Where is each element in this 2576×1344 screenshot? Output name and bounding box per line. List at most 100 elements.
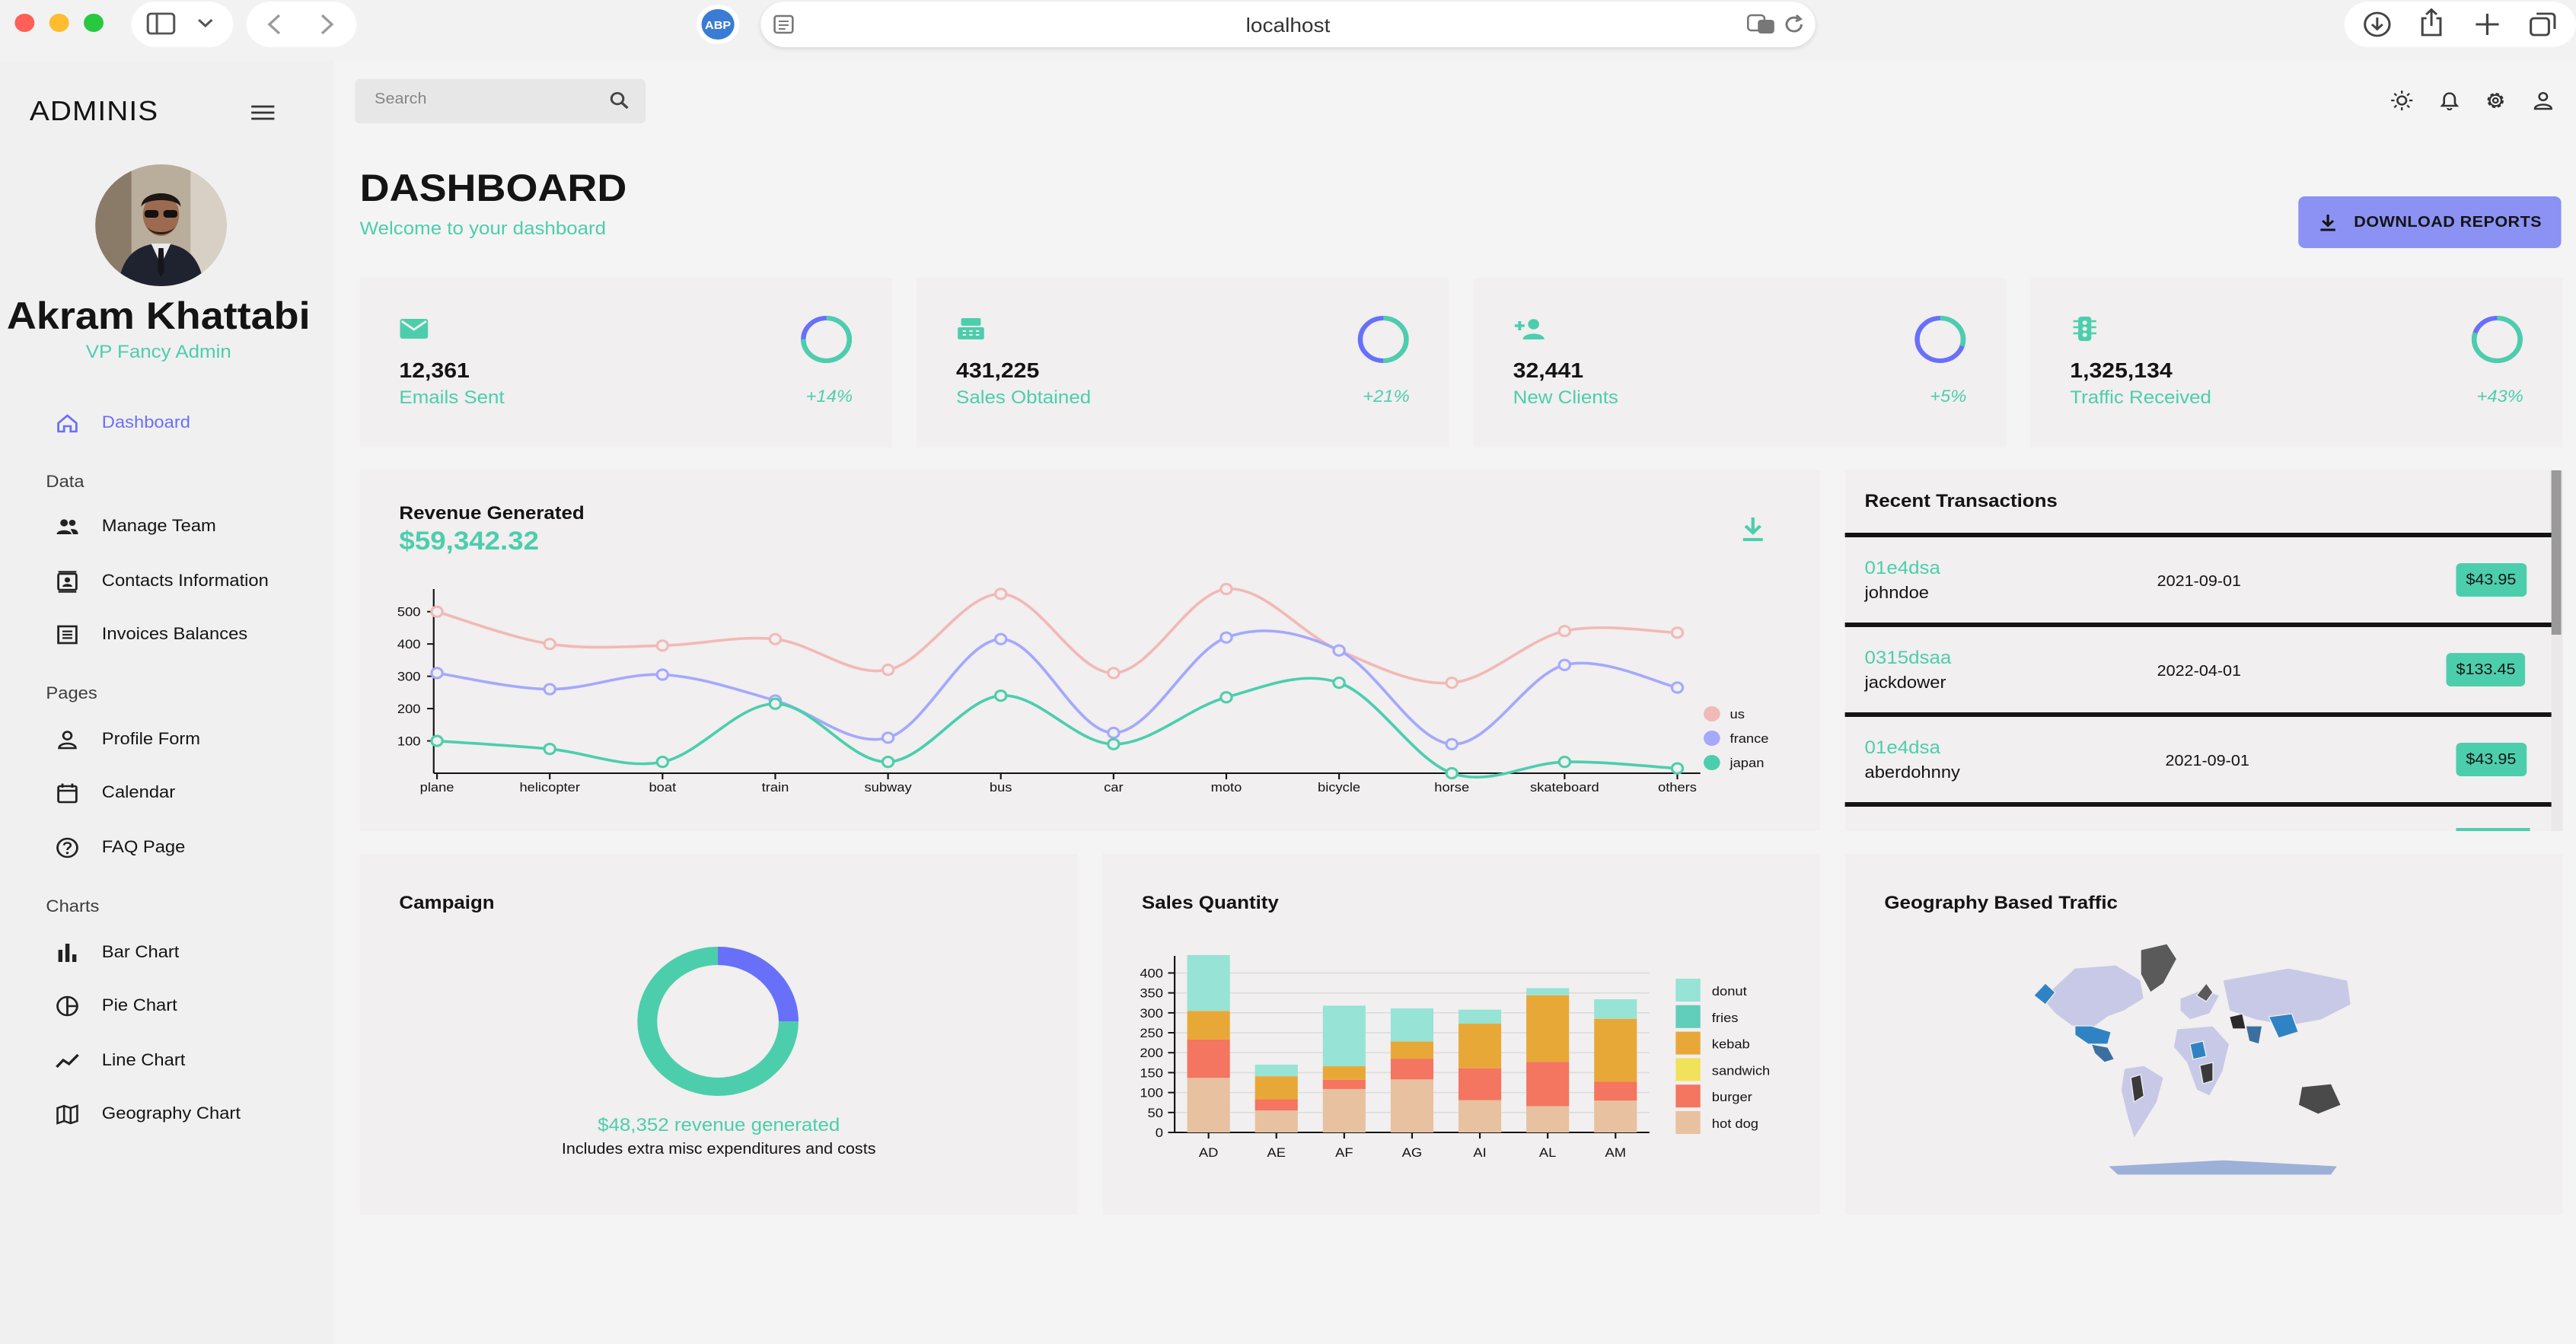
data-point[interactable] bbox=[1557, 625, 1572, 638]
data-point[interactable] bbox=[1445, 677, 1459, 690]
data-point[interactable] bbox=[543, 638, 556, 651]
sidebar-item-dashboard[interactable]: Dashboard bbox=[56, 405, 318, 441]
bar-kebab[interactable] bbox=[1322, 1066, 1366, 1080]
sidebar-item-calendar[interactable]: Calendar bbox=[56, 775, 318, 811]
share-icon[interactable] bbox=[2418, 8, 2445, 38]
downloads-icon[interactable] bbox=[2362, 11, 2392, 38]
data-point[interactable] bbox=[1107, 726, 1121, 740]
sidebar-item-faq[interactable]: FAQ Page bbox=[56, 830, 318, 866]
close-window-button[interactable] bbox=[14, 14, 35, 32]
sidebar-item-geography[interactable]: Geography Chart bbox=[56, 1096, 318, 1132]
bar-kebab[interactable] bbox=[1526, 995, 1570, 1062]
forward-icon[interactable] bbox=[319, 14, 336, 35]
data-point[interactable] bbox=[1219, 582, 1233, 596]
data-point[interactable] bbox=[1557, 658, 1572, 671]
menu-collapse-icon[interactable] bbox=[251, 105, 275, 120]
bar-hot-dog[interactable] bbox=[1390, 1079, 1433, 1132]
data-point[interactable] bbox=[768, 632, 783, 645]
adblock-button[interactable]: ABP bbox=[697, 5, 740, 44]
scrollbar-track[interactable] bbox=[2549, 470, 2563, 831]
reload-icon[interactable] bbox=[1783, 14, 1806, 35]
new-tab-icon[interactable] bbox=[2474, 12, 2501, 37]
sidebar-item-bar-chart[interactable]: Bar Chart bbox=[56, 935, 318, 971]
bar-kebab[interactable] bbox=[1458, 1024, 1502, 1069]
data-point[interactable] bbox=[993, 588, 1008, 600]
data-point[interactable] bbox=[430, 667, 444, 680]
settings-icon[interactable] bbox=[2484, 90, 2507, 111]
translate-icon[interactable] bbox=[1746, 14, 1776, 35]
notifications-icon[interactable] bbox=[2438, 90, 2461, 111]
data-point[interactable] bbox=[543, 743, 556, 756]
data-point[interactable] bbox=[1219, 631, 1233, 644]
data-point[interactable] bbox=[1107, 737, 1121, 750]
data-point[interactable] bbox=[881, 756, 895, 769]
sidebar-item-contacts[interactable]: Contacts Information bbox=[56, 563, 318, 600]
data-point[interactable] bbox=[1332, 644, 1346, 657]
minimize-window-button[interactable] bbox=[49, 14, 69, 32]
bar-hot-dog[interactable] bbox=[1458, 1100, 1502, 1132]
data-point[interactable] bbox=[1107, 667, 1121, 680]
bar-hot-dog[interactable] bbox=[1526, 1106, 1570, 1132]
bar-donut[interactable] bbox=[1458, 1009, 1502, 1024]
bar-donut[interactable] bbox=[1526, 988, 1570, 995]
search-box[interactable]: Search bbox=[355, 79, 646, 123]
search-icon[interactable] bbox=[610, 91, 630, 110]
scrollbar-thumb[interactable] bbox=[2551, 470, 2562, 635]
data-point[interactable] bbox=[993, 632, 1008, 645]
data-point[interactable] bbox=[430, 605, 444, 618]
data-point[interactable] bbox=[1670, 626, 1685, 639]
bar-burger[interactable] bbox=[1526, 1062, 1570, 1107]
data-point[interactable] bbox=[655, 668, 670, 681]
bar-donut[interactable] bbox=[1187, 954, 1230, 1011]
data-point[interactable] bbox=[1670, 681, 1685, 694]
sidebar-item-line-chart[interactable]: Line Chart bbox=[56, 1043, 318, 1079]
data-point[interactable] bbox=[1445, 737, 1459, 750]
sidebar-toggle-icon[interactable] bbox=[146, 12, 176, 37]
bar-kebab[interactable] bbox=[1390, 1041, 1433, 1059]
chevron-down-icon[interactable] bbox=[197, 18, 214, 30]
data-point[interactable] bbox=[655, 756, 670, 769]
bar-hot-dog[interactable] bbox=[1255, 1110, 1298, 1132]
bar-donut[interactable] bbox=[1322, 1005, 1366, 1067]
bar-donut[interactable] bbox=[1594, 999, 1637, 1019]
data-point[interactable] bbox=[1445, 766, 1459, 780]
bar-burger[interactable] bbox=[1187, 1039, 1230, 1078]
data-point[interactable] bbox=[1670, 762, 1685, 775]
download-reports-button[interactable]: DOWNLOAD REPORTS bbox=[2298, 196, 2562, 248]
sidebar-item-profile[interactable]: Profile Form bbox=[56, 721, 318, 758]
transaction-row[interactable]: 01e4dsa aberdohnny 2021-09-01 $43.95 bbox=[1844, 712, 2552, 802]
reader-icon[interactable] bbox=[772, 14, 795, 35]
bar-hot-dog[interactable] bbox=[1594, 1100, 1637, 1132]
data-point[interactable] bbox=[543, 683, 556, 696]
data-point[interactable] bbox=[1219, 691, 1233, 704]
bar-donut[interactable] bbox=[1390, 1008, 1433, 1042]
download-chart-icon[interactable] bbox=[1739, 516, 1766, 543]
bar-kebab[interactable] bbox=[1255, 1076, 1298, 1100]
bar-burger[interactable] bbox=[1390, 1059, 1433, 1080]
search-input[interactable]: Search bbox=[375, 91, 427, 108]
sidebar-item-team[interactable]: Manage Team bbox=[56, 508, 318, 545]
data-point[interactable] bbox=[430, 734, 444, 747]
data-point[interactable] bbox=[655, 639, 670, 652]
data-point[interactable] bbox=[881, 664, 895, 677]
data-point[interactable] bbox=[1557, 756, 1572, 769]
data-point[interactable] bbox=[768, 697, 783, 710]
bar-burger[interactable] bbox=[1458, 1068, 1502, 1100]
back-icon[interactable] bbox=[266, 14, 283, 35]
bar-kebab[interactable] bbox=[1594, 1018, 1637, 1082]
maximize-window-button[interactable] bbox=[84, 14, 104, 32]
bar-hot-dog[interactable] bbox=[1322, 1088, 1366, 1132]
profile-icon[interactable] bbox=[2532, 90, 2555, 111]
address-bar[interactable]: localhost bbox=[760, 2, 1816, 47]
data-point[interactable] bbox=[881, 731, 895, 744]
transaction-row[interactable]: 01e4dsa johndoe 2021-09-01 $43.95 bbox=[1844, 533, 2552, 623]
bar-burger[interactable] bbox=[1322, 1079, 1366, 1089]
bar-burger[interactable] bbox=[1255, 1099, 1298, 1111]
sidebar-toggle-group[interactable] bbox=[131, 2, 234, 47]
bar-burger[interactable] bbox=[1594, 1081, 1637, 1101]
transaction-row[interactable]: 0315dsaa jackdower 2022-04-01 $133.45 bbox=[1844, 623, 2552, 712]
light-mode-icon[interactable] bbox=[2390, 90, 2413, 111]
bar-kebab[interactable] bbox=[1187, 1011, 1230, 1040]
data-point[interactable] bbox=[993, 690, 1008, 702]
sidebar-item-invoices[interactable]: Invoices Balances bbox=[56, 616, 318, 653]
